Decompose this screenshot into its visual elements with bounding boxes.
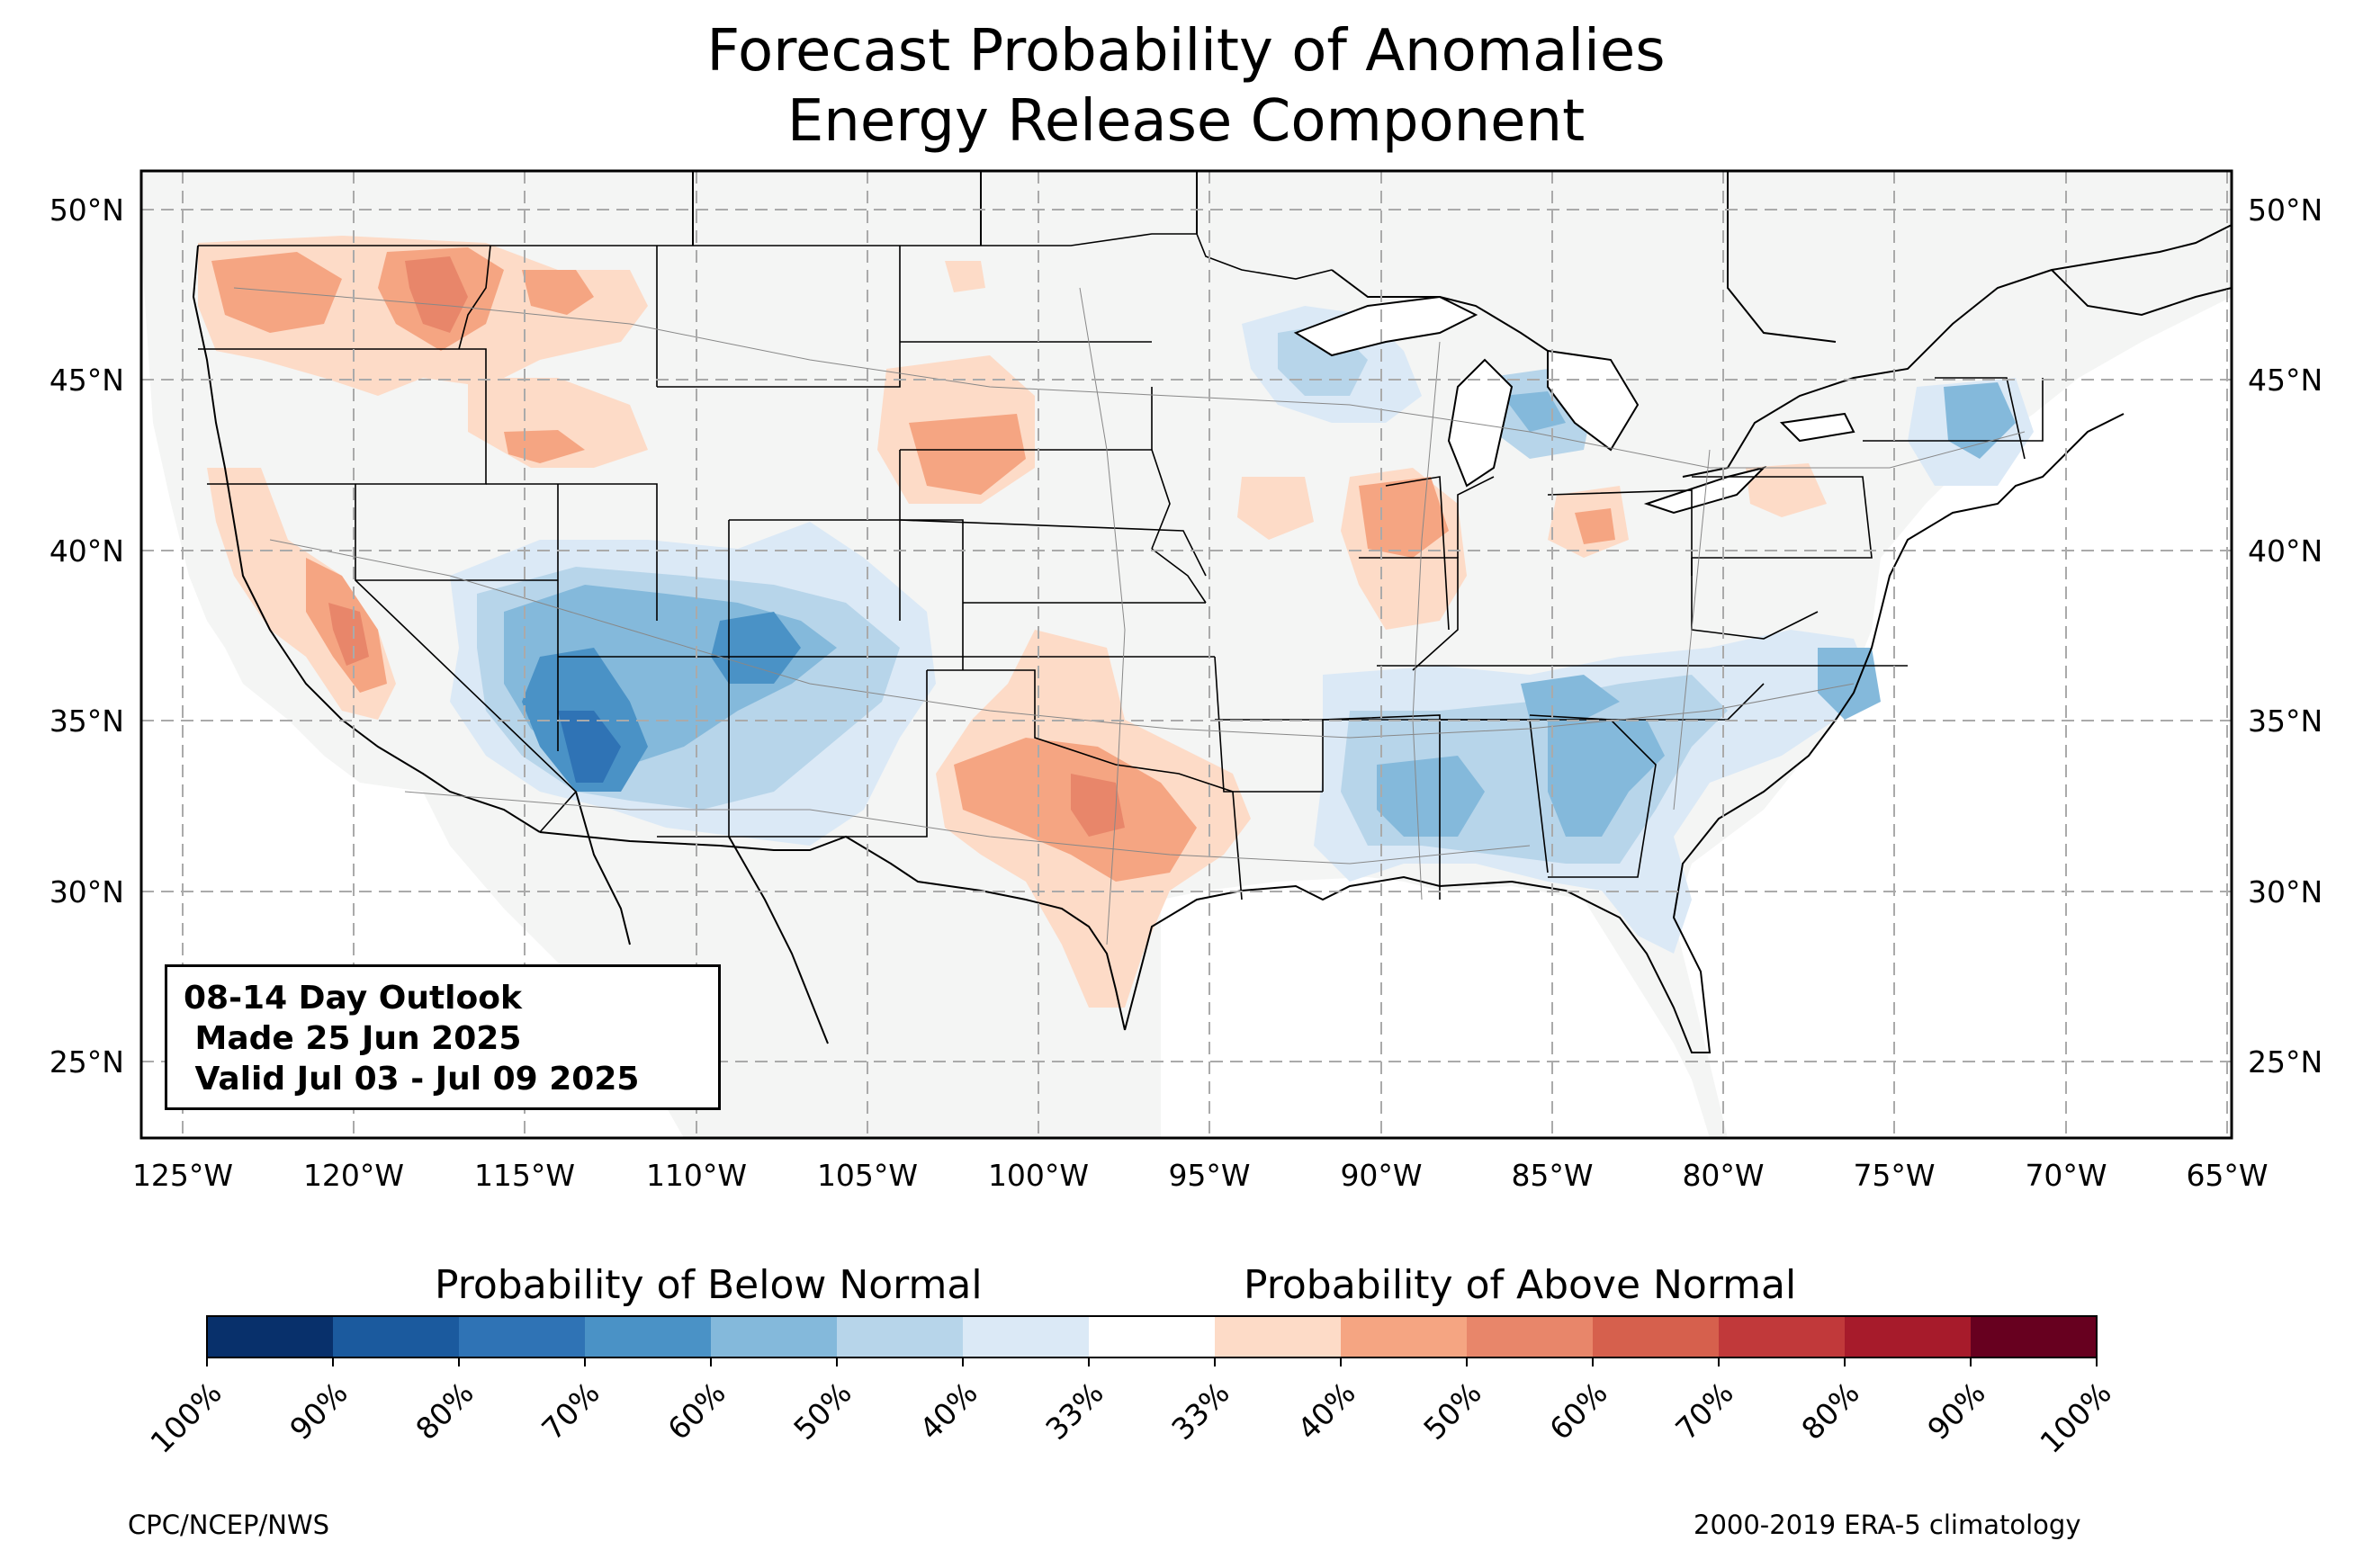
lon-tick-label: 125°W xyxy=(132,1158,233,1193)
legend-color-swatch xyxy=(837,1316,964,1357)
lon-tick-label: 115°W xyxy=(474,1158,575,1193)
lat-tick-label: 40°N xyxy=(2248,533,2323,569)
legend-color-swatch xyxy=(1341,1316,1468,1357)
legend-color-swatch xyxy=(207,1316,334,1357)
lat-tick-label: 30°N xyxy=(2248,874,2323,909)
lon-tick-label: 90°W xyxy=(1340,1158,1422,1193)
legend-colorbar xyxy=(206,1315,2098,1366)
credit-right: 2000-2019 ERA-5 climatology xyxy=(1694,1510,2081,1540)
legend-color-swatch xyxy=(1719,1316,1846,1357)
lon-tick-label: 75°W xyxy=(1853,1158,1935,1193)
lat-tick-label: 25°N xyxy=(49,1044,124,1080)
map-frame xyxy=(139,169,2233,1140)
credit-left: CPC/NCEP/NWS xyxy=(128,1510,330,1540)
outlook-info-box: 08-14 Day Outlook Made 25 Jun 2025 Valid… xyxy=(165,964,721,1110)
legend-color-swatch xyxy=(963,1316,1090,1357)
lat-tick-label: 35°N xyxy=(2248,703,2323,739)
lat-tick-label: 25°N xyxy=(2248,1044,2323,1080)
map-title-line2: Energy Release Component xyxy=(786,88,1586,155)
pacific-ocean xyxy=(141,225,684,1138)
lon-tick-label: 80°W xyxy=(1682,1158,1764,1193)
legend-below-normal-label: Probability of Below Normal xyxy=(435,1262,983,1308)
legend-color-swatch xyxy=(1467,1316,1594,1357)
outlook-period: 08-14 Day Outlook xyxy=(184,980,522,1017)
legend-color-swatch xyxy=(1845,1316,1972,1357)
outlook-valid-range: Valid Jul 03 - Jul 09 2025 xyxy=(184,1061,640,1098)
lon-tick-labels: 125°W 120°W 115°W 110°W 105°W 100°W 95°W… xyxy=(132,1158,2269,1193)
lon-tick-label: 110°W xyxy=(646,1158,747,1193)
great-lakes xyxy=(1293,295,1855,515)
lat-tick-label: 45°N xyxy=(49,363,124,398)
lon-tick-label: 95°W xyxy=(1168,1158,1250,1193)
legend-above-normal-label: Probability of Above Normal xyxy=(1244,1262,1797,1308)
lat-tick-label: 50°N xyxy=(2248,193,2323,228)
legend-color-swatch xyxy=(459,1316,586,1357)
legend-color-swatch xyxy=(1593,1316,1720,1357)
legend-color-swatch xyxy=(585,1316,712,1357)
lat-tick-labels-right: 50°N 45°N 40°N 35°N 30°N 25°N xyxy=(2248,193,2323,1080)
lat-tick-label: 30°N xyxy=(49,874,124,909)
lat-tick-label: 40°N xyxy=(49,533,124,569)
lon-tick-label: 120°W xyxy=(303,1158,404,1193)
atlantic-ocean xyxy=(1674,297,2232,1138)
legend-color-swatch xyxy=(711,1316,838,1357)
lat-tick-label: 35°N xyxy=(49,703,124,739)
legend-color-swatch xyxy=(1971,1316,2098,1357)
lat-tick-label: 50°N xyxy=(49,193,124,228)
legend-color-swatch xyxy=(1215,1316,1342,1357)
map-title-line1: Forecast Probability of Anomalies xyxy=(706,18,1666,85)
gulf-of-mexico xyxy=(1161,877,1710,1138)
state-borders xyxy=(198,233,2044,900)
lon-tick-label: 70°W xyxy=(2025,1158,2107,1193)
lon-tick-label: 105°W xyxy=(817,1158,918,1193)
legend-color-swatch xyxy=(1089,1316,1216,1357)
legend-color-swatch xyxy=(333,1316,460,1357)
lon-tick-label: 65°W xyxy=(2186,1158,2268,1193)
outlook-made-date: Made 25 Jun 2025 xyxy=(184,1020,522,1057)
lon-tick-label: 85°W xyxy=(1511,1158,1593,1193)
lat-tick-label: 45°N xyxy=(2248,363,2323,398)
lon-tick-label: 100°W xyxy=(988,1158,1089,1193)
legend-colorbar-frame xyxy=(206,1315,2098,1358)
lat-tick-labels-left: 50°N 45°N 40°N 35°N 30°N 25°N xyxy=(49,193,124,1080)
